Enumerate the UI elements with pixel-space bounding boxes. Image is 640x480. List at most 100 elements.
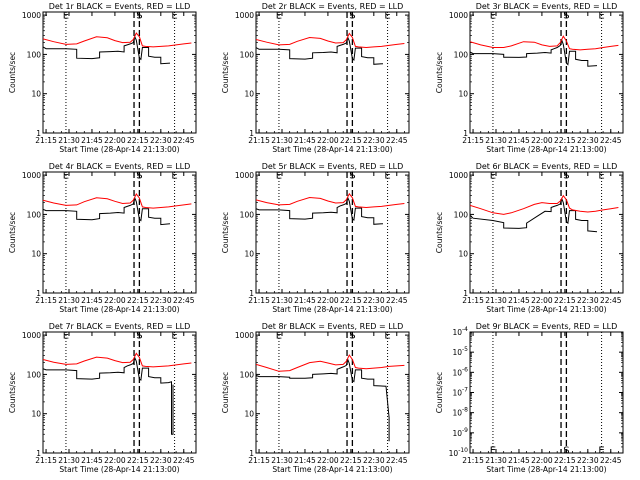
x-tick-label: 21:45 [81,296,103,305]
y-axis-label: Counts/sec [435,212,444,253]
marker-label: E [598,10,604,21]
marker-label: E [171,10,177,21]
panel-title: Det 3r BLACK = Events, RED = LLD [476,2,618,11]
y-tick-label: 10 [244,410,254,419]
y-tick-label: 1 [249,129,254,138]
y-tick-label: 10-6 [452,366,468,377]
x-tick-label: 22:45 [386,456,408,465]
series-line-lld [470,194,619,215]
x-tick-label: 21:45 [294,296,316,305]
y-tick-label: 100 [27,50,42,59]
y-tick-label: 1000 [449,11,468,20]
series-line-lld [470,35,619,51]
plot-frame [255,331,410,454]
y-tick-label: 100 [240,50,255,59]
y-tick-label: 1000 [22,331,41,340]
x-tick-label: 21:30 [485,296,507,305]
x-tick-label: 21:45 [508,296,530,305]
y-tick-label: 1 [463,289,468,298]
y-tick-label: 10-4 [452,326,468,337]
y-axis-label: Counts/sec [435,372,444,413]
series-line-events [43,35,171,65]
y-axis-label: Counts/sec [221,372,230,413]
x-tick-label: 22:00 [531,296,553,305]
x-tick-label: 21:45 [294,136,316,145]
marker-label: S [563,170,569,181]
marker-label: S [563,445,569,456]
y-tick-label: 1 [463,129,468,138]
x-tick-label: 21:45 [294,456,316,465]
x-tick-label: 21:30 [58,296,80,305]
x-axis-label: Start Time (28-Apr-14 21:13:00) [486,305,606,314]
series-line-lld [43,193,192,209]
y-tick-label: 10-7 [452,387,468,398]
x-tick-label: 22:00 [317,296,339,305]
x-tick-label: 21:15 [35,136,57,145]
x-tick-label: 21:45 [508,136,530,145]
marker-label: E [384,170,390,181]
x-tick-label: 22:00 [104,296,126,305]
plot-frame [42,171,197,294]
x-tick-label: 22:15 [554,296,576,305]
x-tick-label: 22:00 [317,136,339,145]
x-tick-label: 21:45 [508,456,530,465]
y-tick-label: 1 [36,449,41,458]
series-line-events [43,356,174,435]
series-line-events [256,196,384,225]
x-tick-label: 21:15 [462,456,484,465]
x-tick-label: 22:15 [127,456,149,465]
series-line-events [470,197,598,233]
marker-label: E [384,10,390,21]
y-tick-label: 10-9 [452,427,468,438]
y-tick-label: 100 [27,210,42,219]
panel-title: Det 4r BLACK = Events, RED = LLD [49,162,191,171]
x-tick-label: 22:15 [340,456,362,465]
y-axis-label: Counts/sec [8,372,17,413]
y-tick-label: 1000 [235,11,254,20]
y-tick-label: 10-10 [449,447,469,458]
x-axis-label: Start Time (28-Apr-14 21:13:00) [486,465,606,474]
x-tick-label: 21:45 [81,456,103,465]
x-axis-label: Start Time (28-Apr-14 21:13:00) [272,305,392,314]
x-axis-label: Start Time (28-Apr-14 21:13:00) [59,145,179,154]
y-tick-label: 1 [36,129,41,138]
x-tick-label: 22:00 [317,456,339,465]
marker-label: E [276,170,282,181]
marker-label: S [349,10,355,21]
marker-label: E [276,10,282,21]
y-tick-label: 100 [454,210,469,219]
y-tick-label: 1000 [235,171,254,180]
y-axis-label: Counts/sec [221,52,230,93]
marker-label: E [63,10,69,21]
x-tick-label: 21:30 [485,136,507,145]
series-line-events [43,196,171,226]
y-tick-label: 1 [36,289,41,298]
x-tick-label: 21:30 [58,136,80,145]
x-tick-label: 22:45 [173,296,195,305]
panel-title: Det 2r BLACK = Events, RED = LLD [262,2,404,11]
x-tick-label: 21:30 [271,136,293,145]
x-tick-label: 22:30 [363,456,385,465]
marker-label: E [63,170,69,181]
marker-label: E [490,170,496,181]
marker-label: E [276,330,282,341]
panel-title: Det 7r BLACK = Events, RED = LLD [49,322,191,331]
marker-label: S [136,10,142,21]
y-tick-label: 1 [249,289,254,298]
y-axis-label: Counts/sec [8,212,17,253]
series-line-events [470,38,598,67]
marker-label: E [171,170,177,181]
x-axis-label: Start Time (28-Apr-14 21:13:00) [486,145,606,154]
series-line-events [256,357,390,442]
x-tick-label: 22:15 [340,136,362,145]
series-line-lld [43,352,192,368]
x-tick-label: 21:15 [462,296,484,305]
x-tick-label: 21:45 [81,136,103,145]
x-tick-label: 22:00 [104,456,126,465]
y-tick-label: 10 [31,90,41,99]
